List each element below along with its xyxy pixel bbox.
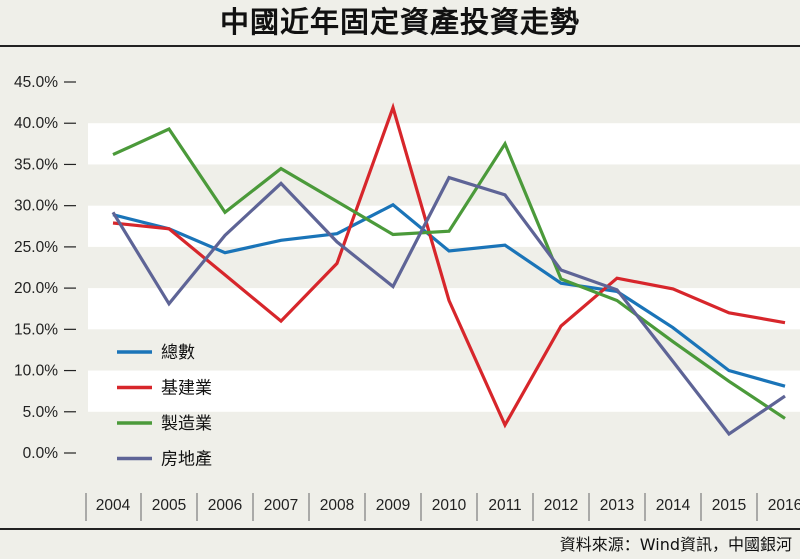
y-tick-label: 20.0%	[14, 280, 58, 297]
y-tick-label: 35.0%	[14, 156, 58, 173]
grid-band	[88, 205, 800, 247]
series-line	[112, 126, 786, 420]
x-tick-label: 2009	[376, 497, 410, 514]
x-tick-label: 2013	[600, 497, 634, 514]
title-divider	[0, 45, 800, 47]
y-tick-label: 15.0%	[14, 321, 58, 338]
y-tick-label: 10.0%	[14, 363, 58, 380]
chart-title: 中國近年固定資產投資走勢	[219, 5, 580, 39]
x-tick-label: 2007	[264, 497, 298, 514]
x-tick-label: 2016	[768, 497, 800, 514]
x-tick-label: 2005	[152, 497, 186, 514]
y-tick-label: 5.0%	[23, 404, 59, 421]
legend-label: 總數	[161, 343, 195, 363]
series-lines	[111, 102, 786, 437]
series-line	[112, 102, 786, 429]
y-tick-label: 30.0%	[14, 198, 58, 215]
x-tick-label: 2014	[656, 497, 691, 514]
line-chart: 0.0% 5.0% 10.0% 15.0% 20.0% 25.0% 30.0% 35.0% 40…	[14, 74, 800, 521]
legend-label: 房地產	[161, 450, 212, 470]
x-axis: 2004 2005 2006 2007 2008 2009 2010 2011 2012 2013…	[85, 493, 800, 521]
y-axis: 0.0% 5.0% 10.0% 15.0% 20.0% 25.0% 30.0% 35.0% 40…	[14, 74, 76, 462]
x-tick-label: 2008	[320, 497, 354, 514]
y-tick-label: 0.0%	[23, 445, 59, 462]
x-tick-label: 2010	[432, 497, 467, 514]
x-tick-label: 2006	[208, 497, 242, 514]
grid-band	[88, 370, 800, 412]
source-note: 資料來源：Wind資訊，中國銀河	[559, 535, 792, 554]
x-tick-label: 2004	[96, 497, 131, 514]
x-tick-label: 2012	[544, 497, 578, 514]
footer-divider	[0, 528, 800, 530]
series-line	[111, 175, 786, 437]
y-tick-label: 25.0%	[14, 239, 58, 256]
grid-band	[88, 288, 800, 330]
grid-band	[88, 123, 800, 165]
y-tick-label: 40.0%	[14, 115, 58, 132]
x-tick-label: 2011	[488, 497, 521, 514]
grid-bands	[88, 123, 800, 412]
x-tick-label: 2015	[712, 497, 746, 514]
series-line	[112, 202, 786, 388]
legend-label: 基建業	[161, 379, 212, 399]
y-tick-label: 45.0%	[14, 74, 58, 91]
legend-label: 製造業	[161, 414, 212, 434]
